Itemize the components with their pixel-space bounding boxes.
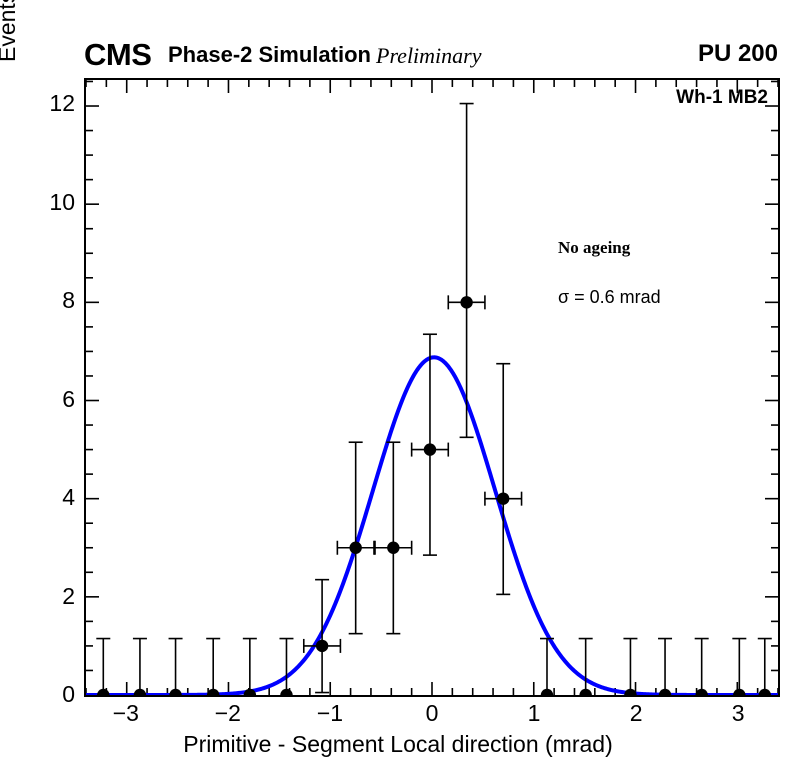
axis-ticks — [86, 80, 778, 695]
ageing-annotation: No ageing — [558, 238, 631, 257]
y-tick-label: 4 — [62, 484, 75, 511]
y-tick-label: 10 — [49, 188, 75, 215]
data-point — [447, 102, 486, 439]
y-tick-label: 0 — [62, 681, 75, 707]
x-tick-label: −3 — [112, 700, 139, 726]
plot-frame: Wh-1 MB2 No ageing σ = 0.6 mrad — [84, 78, 780, 697]
cms-preliminary-label: Preliminary — [376, 43, 482, 68]
x-tick-label: 2 — [629, 700, 643, 726]
cms-logo: CMS — [84, 37, 152, 72]
x-tick-label: −2 — [214, 700, 241, 726]
x-tick-label: 0 — [425, 700, 439, 726]
data-point — [168, 637, 183, 695]
data-point — [206, 637, 221, 695]
y-tick-label: 8 — [62, 287, 75, 314]
region-label: Wh-1 MB2 — [676, 87, 768, 108]
data-point — [757, 637, 772, 695]
cms-header: CMS Phase-2 Simulation Preliminary PU 20… — [0, 0, 796, 78]
x-tick-label: −1 — [316, 700, 344, 726]
y-tick-label: 2 — [62, 582, 75, 609]
data-point — [658, 637, 673, 695]
data-point — [279, 637, 294, 695]
sigma-annotation: σ = 0.6 mrad — [558, 287, 661, 307]
data-point — [694, 637, 709, 695]
y-tick-label: 6 — [62, 385, 75, 412]
data-point — [484, 362, 523, 596]
x-tick-label: 3 — [731, 700, 745, 726]
data-point — [539, 637, 554, 695]
y-axis-title: Events — [0, 0, 20, 62]
gaussian-fit-curve — [86, 355, 778, 695]
data-series — [96, 102, 772, 695]
x-axis-title: Primitive - Segment Local direction (mra… — [183, 731, 613, 757]
plot-area: Wh-1 MB2 No ageing σ = 0.6 mrad — [86, 80, 778, 695]
data-point — [410, 333, 450, 556]
cms-subtitle: Phase-2 Simulation — [168, 42, 371, 67]
data-point — [336, 441, 375, 635]
data-point — [302, 578, 342, 694]
x-tick-label: 1 — [527, 700, 541, 726]
data-point — [623, 637, 638, 695]
pileup-label: PU 200 — [697, 40, 778, 67]
data-point — [578, 637, 593, 695]
data-point — [242, 637, 257, 695]
data-point — [374, 441, 413, 635]
plot-canvas — [86, 80, 778, 695]
data-point — [732, 637, 747, 695]
data-point — [96, 637, 111, 695]
data-point — [132, 637, 147, 695]
y-tick-label: 12 — [49, 90, 75, 117]
